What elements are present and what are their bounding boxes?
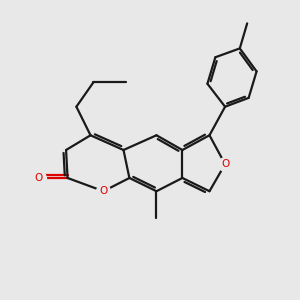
Text: O: O [34, 173, 43, 183]
Text: O: O [99, 186, 108, 196]
Text: O: O [221, 159, 229, 169]
